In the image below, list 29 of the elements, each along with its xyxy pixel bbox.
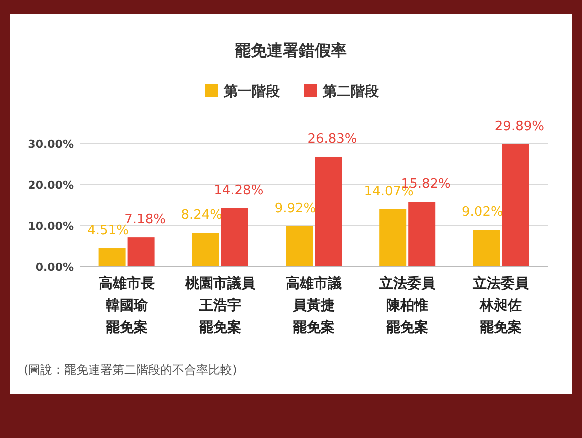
data-label: 14.28% bbox=[214, 183, 264, 198]
data-label: 26.83% bbox=[308, 132, 358, 147]
y-tick-label: 0.00% bbox=[36, 261, 74, 274]
y-tick-label: 10.00% bbox=[28, 220, 74, 233]
data-label: 29.89% bbox=[494, 119, 544, 134]
bar bbox=[98, 248, 126, 267]
data-label: 9.92% bbox=[274, 201, 316, 216]
data-label: 9.02% bbox=[462, 205, 504, 220]
x-tick-label: 桃園市議員王浩宇罷免案 bbox=[184, 275, 256, 336]
bar bbox=[502, 144, 530, 267]
legend-label: 第一階段 bbox=[223, 84, 281, 100]
bar bbox=[380, 209, 407, 267]
data-label: 8.24% bbox=[181, 208, 223, 224]
bar bbox=[221, 208, 248, 267]
legend-label: 第二階段 bbox=[322, 84, 380, 100]
y-tick-label: 20.00% bbox=[28, 179, 74, 192]
bar bbox=[192, 233, 220, 267]
bar bbox=[286, 226, 313, 267]
y-tick-label: 30.00% bbox=[28, 138, 74, 151]
x-tick-label: 立法委員林昶佐罷免案 bbox=[472, 275, 530, 336]
bar bbox=[128, 238, 155, 267]
bar bbox=[473, 230, 500, 267]
chart-title: 罷免連署錯假率 bbox=[235, 41, 347, 60]
bar bbox=[315, 156, 342, 267]
x-tick-label: 高雄市長韓國瑜罷免案 bbox=[98, 275, 155, 336]
bar bbox=[408, 202, 436, 267]
x-tick-label: 立法委員陳柏惟罷免案 bbox=[378, 275, 437, 336]
x-tick-label: 高雄市議員黃捷罷免案 bbox=[286, 275, 342, 336]
text: (圖說：罷免連署第二階段的不合率比較) bbox=[24, 363, 238, 377]
